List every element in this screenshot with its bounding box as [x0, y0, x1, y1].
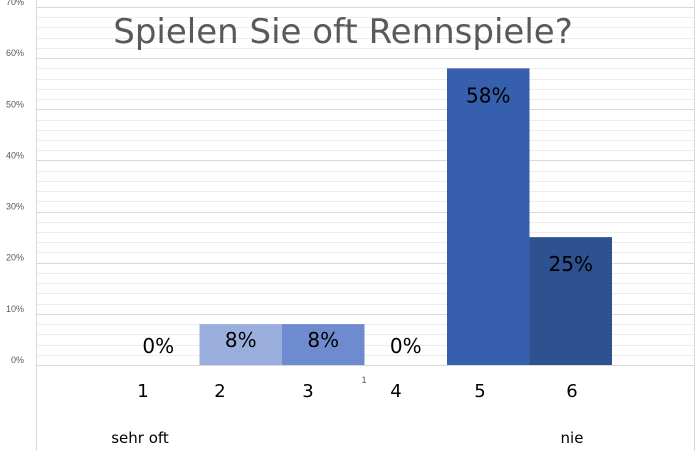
footnote-marker: 1	[361, 375, 366, 385]
y-tick-label: 20%	[6, 253, 24, 263]
x-label-2: 2	[214, 381, 225, 402]
value-label-2: 8%	[225, 328, 257, 352]
value-label-6: 25%	[549, 252, 593, 276]
x-axis-labels: 1 2 3 4 5 6	[137, 381, 577, 402]
bar-5	[447, 68, 530, 365]
bar-3	[282, 324, 365, 365]
y-tick-label: 60%	[6, 48, 24, 58]
x-label-3: 3	[302, 381, 313, 402]
label-nie: nie	[561, 429, 584, 447]
x-label-5: 5	[474, 381, 485, 402]
x-label-6: 6	[566, 381, 577, 402]
bar-6	[529, 237, 612, 365]
x-label-4: 4	[390, 381, 401, 402]
bars	[199, 68, 612, 365]
value-label-1: 0%	[142, 334, 174, 358]
value-label-3: 8%	[307, 328, 339, 352]
x-label-1: 1	[137, 381, 148, 402]
y-tick-label: 70%	[6, 0, 24, 7]
y-axis-ticks: 0% 10% 20% 30% 40% 50% 60% 70%	[6, 0, 24, 365]
label-sehr-oft: sehr oft	[111, 429, 169, 447]
value-labels: 0% 8% 8% 0% 58% 25%	[142, 83, 593, 358]
value-label-4: 0%	[390, 334, 422, 358]
y-tick-label: 50%	[6, 99, 24, 109]
y-tick-label: 0%	[11, 355, 24, 365]
y-tick-label: 10%	[6, 304, 24, 314]
y-tick-label: 30%	[6, 202, 24, 212]
bar-2	[199, 324, 282, 365]
chart-title: Spielen Sie oft Rennspiele?	[113, 12, 573, 52]
value-label-5: 58%	[466, 83, 510, 107]
y-tick-label: 40%	[6, 150, 24, 160]
